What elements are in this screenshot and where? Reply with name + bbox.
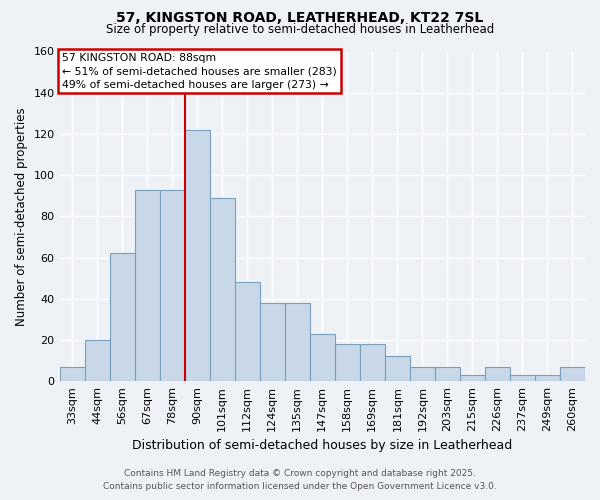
Bar (435, 367, 460, 381)
Bar (535, 375, 560, 381)
Bar (560, 367, 585, 381)
Bar (185, 130, 209, 381)
Bar (160, 190, 185, 381)
Bar (485, 367, 510, 381)
Bar (110, 254, 134, 381)
Bar (335, 344, 360, 381)
Y-axis label: Number of semi-detached properties: Number of semi-detached properties (15, 107, 28, 326)
Bar (385, 356, 410, 381)
Bar (460, 375, 485, 381)
Bar (285, 303, 310, 381)
Text: Size of property relative to semi-detached houses in Leatherhead: Size of property relative to semi-detach… (106, 22, 494, 36)
Bar (310, 334, 335, 381)
Bar (85, 340, 110, 381)
Bar (260, 303, 285, 381)
X-axis label: Distribution of semi-detached houses by size in Leatherhead: Distribution of semi-detached houses by … (132, 440, 512, 452)
Bar (410, 367, 435, 381)
Bar (134, 190, 160, 381)
Text: 57 KINGSTON ROAD: 88sqm
← 51% of semi-detached houses are smaller (283)
49% of s: 57 KINGSTON ROAD: 88sqm ← 51% of semi-de… (62, 53, 337, 90)
Bar (235, 282, 260, 381)
Bar (510, 375, 535, 381)
Text: Contains HM Land Registry data © Crown copyright and database right 2025.
Contai: Contains HM Land Registry data © Crown c… (103, 470, 497, 491)
Bar (59, 367, 85, 381)
Text: 57, KINGSTON ROAD, LEATHERHEAD, KT22 7SL: 57, KINGSTON ROAD, LEATHERHEAD, KT22 7SL (116, 11, 484, 25)
Bar (209, 198, 235, 381)
Bar (360, 344, 385, 381)
